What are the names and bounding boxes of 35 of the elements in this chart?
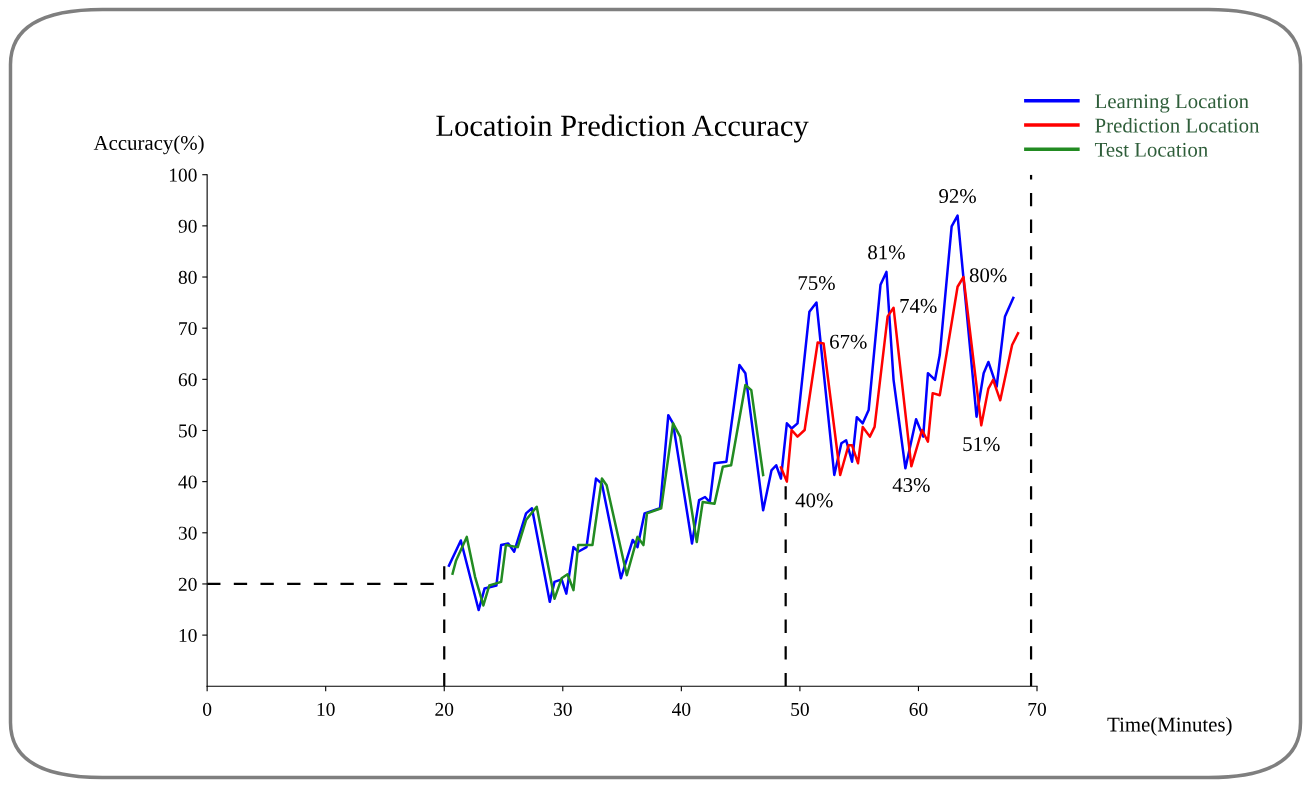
y-tick-label: 40 xyxy=(178,475,197,489)
x-tick-label: 30 xyxy=(554,702,572,716)
y-tick-label: 30 xyxy=(178,526,197,540)
x-axis-title: Time(Minutes) xyxy=(1107,716,1232,736)
line-series xyxy=(447,214,1015,612)
annotation: 75% xyxy=(798,275,835,291)
annotation: 67% xyxy=(830,334,867,349)
y-tick-label: 10 xyxy=(179,628,197,643)
y-tick-label: 100 xyxy=(169,168,197,182)
x-tick-label: 40 xyxy=(672,702,691,716)
x-tick-label: 60 xyxy=(909,702,928,716)
x-tick-label: 10 xyxy=(317,702,335,716)
legend-label: Learning Location xyxy=(1095,94,1249,113)
line-series xyxy=(451,383,765,607)
annotation: 81% xyxy=(868,245,905,260)
annotation: 43% xyxy=(892,478,930,493)
y-tick-label: 80 xyxy=(178,270,197,284)
annotation: 80% xyxy=(969,268,1007,283)
x-tick-label: 20 xyxy=(435,702,454,716)
x-tick-label: 0 xyxy=(203,702,212,716)
y-tick-label: 70 xyxy=(179,321,197,336)
annotation: 51% xyxy=(963,437,1000,452)
chart-title: Locatioin Prediction Accuracy xyxy=(436,114,809,143)
annotation: 74% xyxy=(900,298,937,313)
y-tick-label: 20 xyxy=(178,577,197,591)
annotation: 92% xyxy=(939,189,976,204)
legend-label: Prediction Location xyxy=(1095,117,1260,133)
y-tick-label: 60 xyxy=(178,373,197,387)
annotation: 40% xyxy=(795,493,833,508)
y-axis-title: Accuracy(%) xyxy=(93,135,204,155)
y-tick-label: 90 xyxy=(178,219,197,233)
y-tick-label: 50 xyxy=(179,424,197,438)
x-tick-label: 70 xyxy=(1028,702,1046,716)
x-tick-label: 50 xyxy=(791,702,809,716)
legend-label: Test Location xyxy=(1094,142,1208,157)
